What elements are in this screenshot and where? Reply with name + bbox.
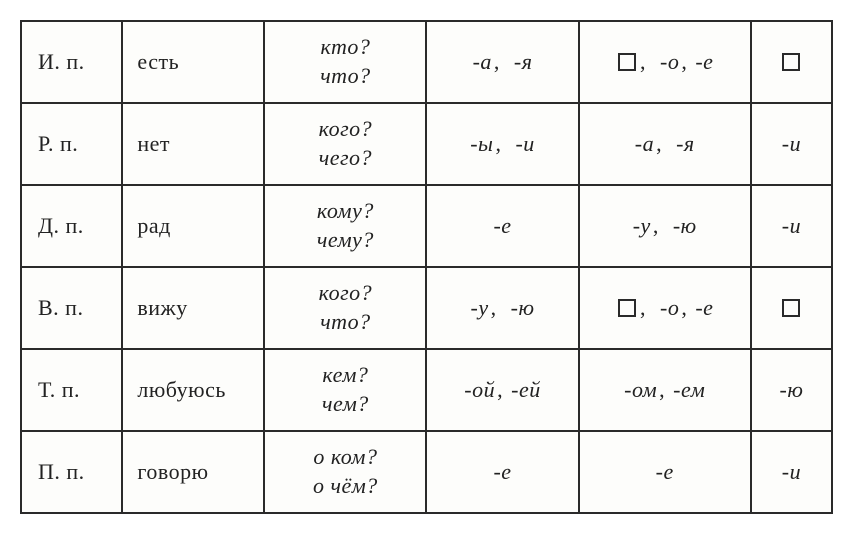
question-cell: кто? что? bbox=[264, 21, 426, 103]
ending: -а bbox=[473, 49, 492, 74]
word-cell: есть bbox=[122, 21, 264, 103]
helper-word: говорю bbox=[137, 459, 208, 484]
question-1: о ком? bbox=[273, 443, 417, 472]
table-row: И. п. есть кто? что? -а, -я , -о, -е bbox=[21, 21, 832, 103]
endings-2: , -о, -е bbox=[579, 267, 751, 349]
endings-3: -и bbox=[751, 431, 832, 513]
table-row: Т. п. любуюсь кем? чем? -ой, -ей -ом, -е… bbox=[21, 349, 832, 431]
case-cell: П. п. bbox=[21, 431, 122, 513]
question-cell: о ком? о чём? bbox=[264, 431, 426, 513]
empty-box-icon bbox=[618, 299, 636, 317]
question-cell: кого? что? bbox=[264, 267, 426, 349]
question-2: что? bbox=[273, 62, 417, 91]
case-cell: В. п. bbox=[21, 267, 122, 349]
ending: -и bbox=[782, 213, 801, 238]
ending: -ю bbox=[511, 295, 535, 320]
case-cell: Д. п. bbox=[21, 185, 122, 267]
case-label: П. п. bbox=[38, 459, 85, 484]
ending: -ом bbox=[624, 377, 657, 402]
table-row: Р. п. нет кого? чего? -ы, -и -а, -я -и bbox=[21, 103, 832, 185]
case-cell: И. п. bbox=[21, 21, 122, 103]
ending: -а bbox=[635, 131, 654, 156]
table-row: П. п. говорю о ком? о чём? -е -е -и bbox=[21, 431, 832, 513]
endings-3 bbox=[751, 21, 832, 103]
ending: -у bbox=[633, 213, 651, 238]
endings-3: -ю bbox=[751, 349, 832, 431]
word-cell: говорю bbox=[122, 431, 264, 513]
word-cell: нет bbox=[122, 103, 264, 185]
declension-table: И. п. есть кто? что? -а, -я , -о, -е Р. … bbox=[20, 20, 833, 514]
ending: -ы bbox=[470, 131, 493, 156]
endings-2: , -о, -е bbox=[579, 21, 751, 103]
helper-word: рад bbox=[137, 213, 170, 238]
endings-2: -е bbox=[579, 431, 751, 513]
ending: -е bbox=[695, 295, 713, 320]
question-1: кто? bbox=[273, 33, 417, 62]
question-1: кого? bbox=[273, 279, 417, 308]
question-cell: кого? чего? bbox=[264, 103, 426, 185]
endings-3 bbox=[751, 267, 832, 349]
ending: -и bbox=[782, 459, 801, 484]
question-cell: кем? чем? bbox=[264, 349, 426, 431]
ending: -у bbox=[471, 295, 489, 320]
question-1: кем? bbox=[273, 361, 417, 390]
table-row: Д. п. рад кому? чему? -е -у, -ю -и bbox=[21, 185, 832, 267]
ending: -ю bbox=[780, 377, 804, 402]
empty-box-icon bbox=[618, 53, 636, 71]
endings-1: -а, -я bbox=[426, 21, 578, 103]
ending: -е bbox=[493, 459, 511, 484]
ending: -я bbox=[514, 49, 533, 74]
word-cell: любуюсь bbox=[122, 349, 264, 431]
question-2: чему? bbox=[273, 226, 417, 255]
case-label: В. п. bbox=[38, 295, 83, 320]
case-cell: Р. п. bbox=[21, 103, 122, 185]
endings-2: -у, -ю bbox=[579, 185, 751, 267]
question-2: что? bbox=[273, 308, 417, 337]
endings-1: -е bbox=[426, 431, 578, 513]
question-2: чем? bbox=[273, 390, 417, 419]
case-label: Р. п. bbox=[38, 131, 78, 156]
ending: -и bbox=[782, 131, 801, 156]
case-label: И. п. bbox=[38, 49, 85, 74]
endings-3: -и bbox=[751, 185, 832, 267]
ending: -е bbox=[695, 49, 713, 74]
case-label: Т. п. bbox=[38, 377, 80, 402]
helper-word: есть bbox=[137, 49, 179, 74]
empty-box-icon bbox=[782, 299, 800, 317]
ending: -е bbox=[493, 213, 511, 238]
ending: -ей bbox=[511, 377, 541, 402]
word-cell: рад bbox=[122, 185, 264, 267]
endings-1: -е bbox=[426, 185, 578, 267]
case-label: Д. п. bbox=[38, 213, 84, 238]
endings-3: -и bbox=[751, 103, 832, 185]
question-cell: кому? чему? bbox=[264, 185, 426, 267]
ending: -ю bbox=[673, 213, 697, 238]
question-1: кого? bbox=[273, 115, 417, 144]
helper-word: вижу bbox=[137, 295, 187, 320]
empty-box-icon bbox=[782, 53, 800, 71]
ending: -е bbox=[656, 459, 674, 484]
endings-1: -ы, -и bbox=[426, 103, 578, 185]
ending: -ем bbox=[673, 377, 705, 402]
endings-2: -ом, -ем bbox=[579, 349, 751, 431]
ending: -о bbox=[660, 49, 679, 74]
ending: -и bbox=[515, 131, 534, 156]
table-row: В. п. вижу кого? что? -у, -ю , -о, -е bbox=[21, 267, 832, 349]
question-1: кому? bbox=[273, 197, 417, 226]
case-cell: Т. п. bbox=[21, 349, 122, 431]
question-2: о чём? bbox=[273, 472, 417, 501]
endings-1: -ой, -ей bbox=[426, 349, 578, 431]
endings-1: -у, -ю bbox=[426, 267, 578, 349]
ending: -о bbox=[660, 295, 679, 320]
helper-word: любуюсь bbox=[137, 377, 226, 402]
ending: -ой bbox=[464, 377, 495, 402]
word-cell: вижу bbox=[122, 267, 264, 349]
helper-word: нет bbox=[137, 131, 170, 156]
endings-2: -а, -я bbox=[579, 103, 751, 185]
question-2: чего? bbox=[273, 144, 417, 173]
ending: -я bbox=[676, 131, 695, 156]
